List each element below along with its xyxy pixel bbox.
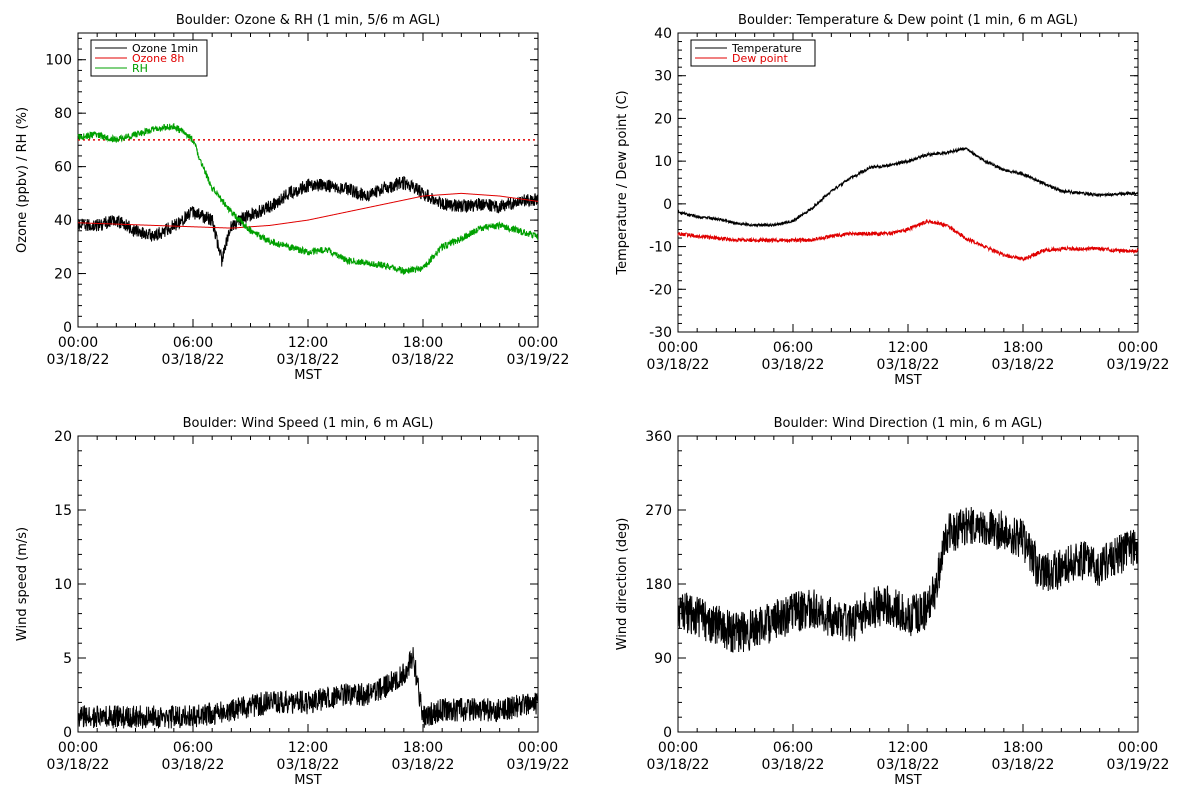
y-tick-label: 0 xyxy=(663,197,672,213)
y-tick-label: 40 xyxy=(54,213,72,229)
series-line xyxy=(77,192,539,229)
x-tick-label: 00:00 xyxy=(1118,340,1158,356)
x-tick-label: 12:00 xyxy=(288,335,328,351)
y-tick-label: 5 xyxy=(63,651,72,667)
x-tick-label: 00:00 xyxy=(658,340,698,356)
x-tick-label: 03/18/22 xyxy=(392,352,455,368)
y-axis-label: Wind direction (deg) xyxy=(615,518,630,651)
x-tick-label: 06:00 xyxy=(173,740,213,756)
chart-title: Boulder: Wind Direction (1 min, 6 m AGL) xyxy=(774,416,1043,431)
chart-panel: Boulder: Wind Direction (1 min, 6 m AGL)… xyxy=(615,416,1169,788)
x-axis-label: MST xyxy=(294,368,321,383)
legend-label: Ozone 1min xyxy=(132,42,198,55)
y-tick-label: 90 xyxy=(654,651,672,667)
chart-title: Boulder: Wind Speed (1 min, 6 m AGL) xyxy=(183,416,434,431)
chart-title: Boulder: Temperature & Dew point (1 min,… xyxy=(738,13,1078,28)
y-tick-label: 20 xyxy=(54,429,72,445)
x-tick-label: 12:00 xyxy=(888,340,928,356)
x-tick-label: 03/18/22 xyxy=(647,357,710,373)
x-tick-label: 03/18/22 xyxy=(877,757,940,773)
series-line xyxy=(677,146,1139,228)
x-tick-label: 03/18/22 xyxy=(162,757,225,773)
chart-panel: Boulder: Ozone & RH (1 min, 5/6 m AGL) Oz… xyxy=(15,13,569,383)
x-tick-label: 00:00 xyxy=(518,335,558,351)
y-tick-label: 270 xyxy=(645,503,672,519)
x-tick-label: 03/18/22 xyxy=(392,757,455,773)
y-tick-label: 10 xyxy=(54,577,72,593)
y-tick-label: 60 xyxy=(54,160,72,176)
y-tick-label: 180 xyxy=(645,577,672,593)
x-tick-label: 00:00 xyxy=(58,335,98,351)
y-tick-label: -20 xyxy=(649,282,672,298)
y-axis-label: Wind speed (m/s) xyxy=(15,527,30,641)
legend-label: Temperature xyxy=(731,42,802,55)
y-tick-label: 0 xyxy=(663,725,672,741)
x-tick-label: 03/19/22 xyxy=(507,352,570,368)
y-tick-label: 15 xyxy=(54,503,72,519)
chart-panel: Boulder: Wind Speed (1 min, 6 m AGL) Wind… xyxy=(15,416,569,788)
x-tick-label: 00:00 xyxy=(518,740,558,756)
y-tick-label: 0 xyxy=(63,320,72,336)
y-tick-label: 80 xyxy=(54,106,72,122)
y-tick-label: -10 xyxy=(649,240,672,256)
series-line xyxy=(677,218,1139,262)
x-tick-label: 03/18/22 xyxy=(992,357,1055,373)
chart-title: Boulder: Ozone & RH (1 min, 5/6 m AGL) xyxy=(176,13,440,28)
x-tick-label: 03/19/22 xyxy=(507,757,570,773)
y-tick-label: 20 xyxy=(654,111,672,127)
x-tick-label: 03/18/22 xyxy=(762,757,825,773)
legend-label: Ozone 8h xyxy=(132,52,184,65)
plot-frame xyxy=(677,435,1139,733)
x-tick-label: 18:00 xyxy=(403,740,443,756)
series-line xyxy=(77,123,539,276)
y-tick-label: 100 xyxy=(45,53,72,69)
x-axis-label: MST xyxy=(894,773,921,788)
x-tick-label: 12:00 xyxy=(888,740,928,756)
legend-label: RH xyxy=(132,62,148,75)
x-tick-label: 03/18/22 xyxy=(992,757,1055,773)
plot-frame xyxy=(77,435,539,733)
legend-label: Dew point xyxy=(732,52,788,65)
y-tick-label: 360 xyxy=(645,429,672,445)
x-tick-label: 00:00 xyxy=(1118,740,1158,756)
y-tick-label: -30 xyxy=(649,325,672,341)
y-axis-label: Temperature / Dew point (C) xyxy=(615,90,630,275)
x-tick-label: 18:00 xyxy=(1003,340,1043,356)
x-tick-label: 18:00 xyxy=(403,335,443,351)
series-line xyxy=(677,507,1139,653)
y-axis-label: Ozone (ppbv) / RH (%) xyxy=(15,107,30,253)
x-tick-label: 03/18/22 xyxy=(647,757,710,773)
x-tick-label: 03/18/22 xyxy=(47,757,110,773)
y-tick-label: 40 xyxy=(654,26,672,42)
x-tick-label: 06:00 xyxy=(773,740,813,756)
x-axis-label: MST xyxy=(894,373,921,388)
y-tick-label: 20 xyxy=(54,267,72,283)
x-tick-label: 03/18/22 xyxy=(877,357,940,373)
x-tick-label: 06:00 xyxy=(173,335,213,351)
chart-panel: Boulder: Temperature & Dew point (1 min,… xyxy=(615,13,1169,388)
y-tick-label: 0 xyxy=(63,725,72,741)
x-tick-label: 03/18/22 xyxy=(162,352,225,368)
plot-frame xyxy=(677,32,1139,333)
x-tick-label: 03/18/22 xyxy=(762,357,825,373)
series-line xyxy=(77,176,539,267)
x-tick-label: 06:00 xyxy=(773,340,813,356)
series-line xyxy=(77,647,539,729)
legend-box xyxy=(690,39,816,67)
x-tick-label: 00:00 xyxy=(58,740,98,756)
x-tick-label: 03/19/22 xyxy=(1107,757,1170,773)
x-tick-label: 03/18/22 xyxy=(277,757,340,773)
y-tick-label: 30 xyxy=(654,69,672,85)
x-axis-label: MST xyxy=(294,773,321,788)
x-tick-label: 03/19/22 xyxy=(1107,357,1170,373)
x-tick-label: 03/18/22 xyxy=(47,352,110,368)
x-tick-label: 12:00 xyxy=(288,740,328,756)
y-tick-label: 10 xyxy=(654,154,672,170)
x-tick-label: 03/18/22 xyxy=(277,352,340,368)
x-tick-label: 00:00 xyxy=(658,740,698,756)
x-tick-label: 18:00 xyxy=(1003,740,1043,756)
